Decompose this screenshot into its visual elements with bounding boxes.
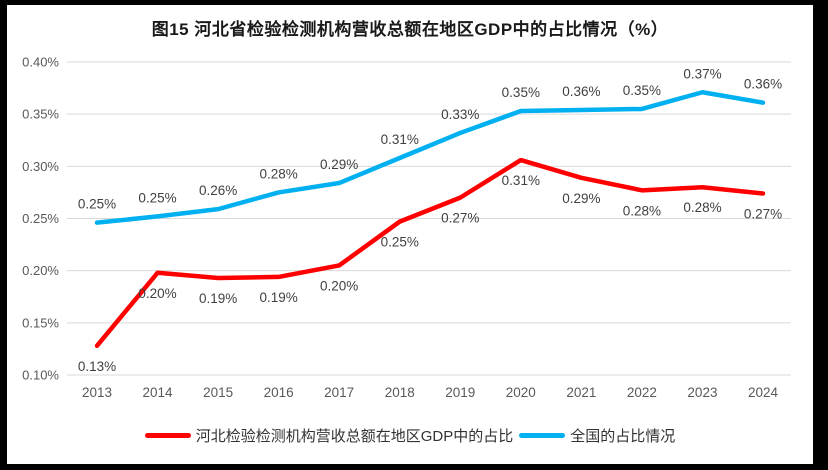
legend-swatch-national-blue-line-icon — [519, 433, 566, 438]
svg-text:0.20%: 0.20% — [138, 286, 176, 301]
svg-text:2020: 2020 — [506, 385, 536, 400]
chart-title: 图15 河北省检验检测机构营收总额在地区GDP中的占比情况（%） — [151, 20, 669, 39]
svg-text:2022: 2022 — [627, 385, 657, 400]
svg-text:2018: 2018 — [385, 385, 415, 400]
svg-text:0.40%: 0.40% — [22, 55, 59, 70]
svg-text:0.27%: 0.27% — [441, 211, 479, 226]
svg-text:2015: 2015 — [203, 385, 233, 400]
chart-legend: 河北检验检测机构营收总额在地区GDP中的占比 全国的占比情况 — [7, 425, 813, 446]
legend-item-hebei: 河北检验检测机构营收总额在地区GDP中的占比 — [144, 425, 514, 446]
svg-text:0.31%: 0.31% — [381, 132, 419, 147]
svg-text:0.26%: 0.26% — [199, 183, 237, 198]
series-data-labels-1: 0.25% 0.25% 0.26% 0.28% 0.29% 0.31% 0.33% 0.35%… — [78, 66, 782, 211]
svg-text:2024: 2024 — [748, 385, 779, 400]
legend-label-hebei: 河北检验检测机构营收总额在地区GDP中的占比 — [195, 428, 514, 445]
series-line-1 — [94, 90, 766, 225]
chart-canvas: 图15 河北省检验检测机构营收总额在地区GDP中的占比情况（%） 0.10% 0.… — [7, 5, 813, 464]
svg-text:0.35%: 0.35% — [502, 85, 540, 100]
svg-text:0.10%: 0.10% — [22, 368, 59, 383]
chart-svg: 0.10%0.15%0.20%0.25%0.30%0.35%0.40%2013 2… — [22, 55, 791, 400]
x-axis-tick-labels: 2013 2014 2015 2016 2017 2018 2019 2020 2021 2022… — [82, 385, 779, 400]
legend-swatch-hebei-red-line-icon — [144, 433, 191, 438]
svg-text:0.33%: 0.33% — [441, 107, 479, 122]
svg-text:2017: 2017 — [324, 385, 354, 400]
svg-text:0.29%: 0.29% — [320, 157, 358, 172]
y-axis-tick-labels: 0.10% 0.15% 0.20% 0.25% 0.30% 0.35% 0.40% — [22, 55, 59, 383]
svg-text:2021: 2021 — [566, 385, 596, 400]
series-line-0 — [94, 157, 766, 349]
svg-text:0.27%: 0.27% — [744, 206, 782, 221]
svg-text:0.28%: 0.28% — [683, 200, 721, 215]
svg-text:0.25%: 0.25% — [22, 211, 59, 226]
svg-text:2023: 2023 — [687, 385, 717, 400]
svg-text:2014: 2014 — [143, 385, 174, 400]
svg-text:0.31%: 0.31% — [502, 173, 540, 188]
svg-text:0.28%: 0.28% — [259, 166, 297, 181]
svg-text:0.13%: 0.13% — [78, 359, 116, 374]
svg-text:0.35%: 0.35% — [22, 107, 59, 122]
svg-text:0.19%: 0.19% — [259, 290, 297, 305]
gridlines — [67, 61, 791, 376]
svg-text:0.25%: 0.25% — [138, 190, 176, 205]
svg-text:0.20%: 0.20% — [22, 263, 59, 278]
series-data-labels-0: 0.13% 0.20% 0.19% 0.19% 0.20% 0.25% 0.27% 0.31%… — [78, 173, 782, 374]
svg-text:2019: 2019 — [445, 385, 475, 400]
svg-text:0.25%: 0.25% — [381, 235, 419, 250]
svg-text:0.20%: 0.20% — [320, 278, 358, 293]
svg-text:0.15%: 0.15% — [22, 315, 59, 330]
svg-text:0.37%: 0.37% — [683, 66, 721, 81]
svg-text:0.36%: 0.36% — [562, 84, 600, 99]
svg-text:0.25%: 0.25% — [78, 197, 116, 212]
svg-text:2016: 2016 — [264, 385, 294, 400]
svg-text:0.29%: 0.29% — [562, 191, 600, 206]
svg-text:0.19%: 0.19% — [199, 291, 237, 306]
svg-text:0.30%: 0.30% — [22, 159, 59, 174]
svg-text:0.36%: 0.36% — [744, 77, 782, 92]
svg-text:0.35%: 0.35% — [623, 83, 661, 98]
legend-label-national: 全国的占比情况 — [570, 428, 676, 445]
svg-text:2013: 2013 — [82, 385, 112, 400]
legend-item-national: 全国的占比情况 — [519, 425, 675, 446]
svg-text:0.28%: 0.28% — [623, 203, 661, 218]
